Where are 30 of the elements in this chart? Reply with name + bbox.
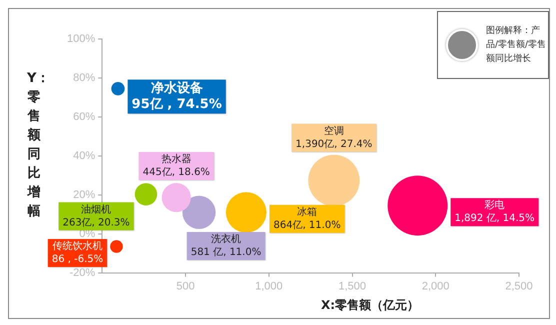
- y-axis-title: Y：零售额同比增幅: [27, 70, 50, 221]
- text: 油烟机: [81, 203, 112, 216]
- data-label: 95亿 , 74.5%: [132, 97, 222, 112]
- data-label: 581 亿, 11.0%: [190, 247, 262, 258]
- annotation: 图例解释：产品/零售额/零售额同比增长: [486, 24, 548, 66]
- series-label: 传统饮水机: [52, 240, 102, 252]
- data-label: 1,390亿, 27.4%: [296, 138, 372, 150]
- x-tick-label: 500: [176, 280, 195, 292]
- series-label: 空调: [324, 124, 344, 137]
- y-tick-label: 20%: [73, 188, 96, 201]
- text: 冰箱: [297, 206, 318, 218]
- text: 净水设备: [150, 81, 203, 96]
- x-tick-label: 1,500: [338, 280, 366, 292]
- x-tick-label: 2,500: [505, 280, 533, 292]
- data-label: 445亿, 18.6%: [142, 167, 210, 178]
- y-tick-label: 60%: [73, 110, 96, 123]
- x-axis-title: X:零售额（亿元）: [320, 297, 419, 314]
- y-tick-label: 100%: [66, 33, 96, 46]
- text: 热水器: [161, 153, 192, 166]
- data-label: 864亿, 11.0%: [273, 220, 341, 231]
- text: 彩电: [484, 199, 505, 212]
- y-tick-label: 80%: [73, 72, 96, 84]
- series-label: 洗衣机: [211, 233, 242, 246]
- data-label: 86 , -6.5%: [52, 254, 104, 266]
- y-tick-label: -20%: [69, 266, 96, 279]
- x-tick-label: 1,000: [255, 280, 283, 292]
- data-label: 1,892 亿, 14.5%: [454, 213, 535, 224]
- x-tick-label: 2,000: [422, 280, 450, 292]
- data-label: 263亿, 20.3%: [62, 217, 130, 228]
- y-tick-label: 40%: [73, 150, 96, 162]
